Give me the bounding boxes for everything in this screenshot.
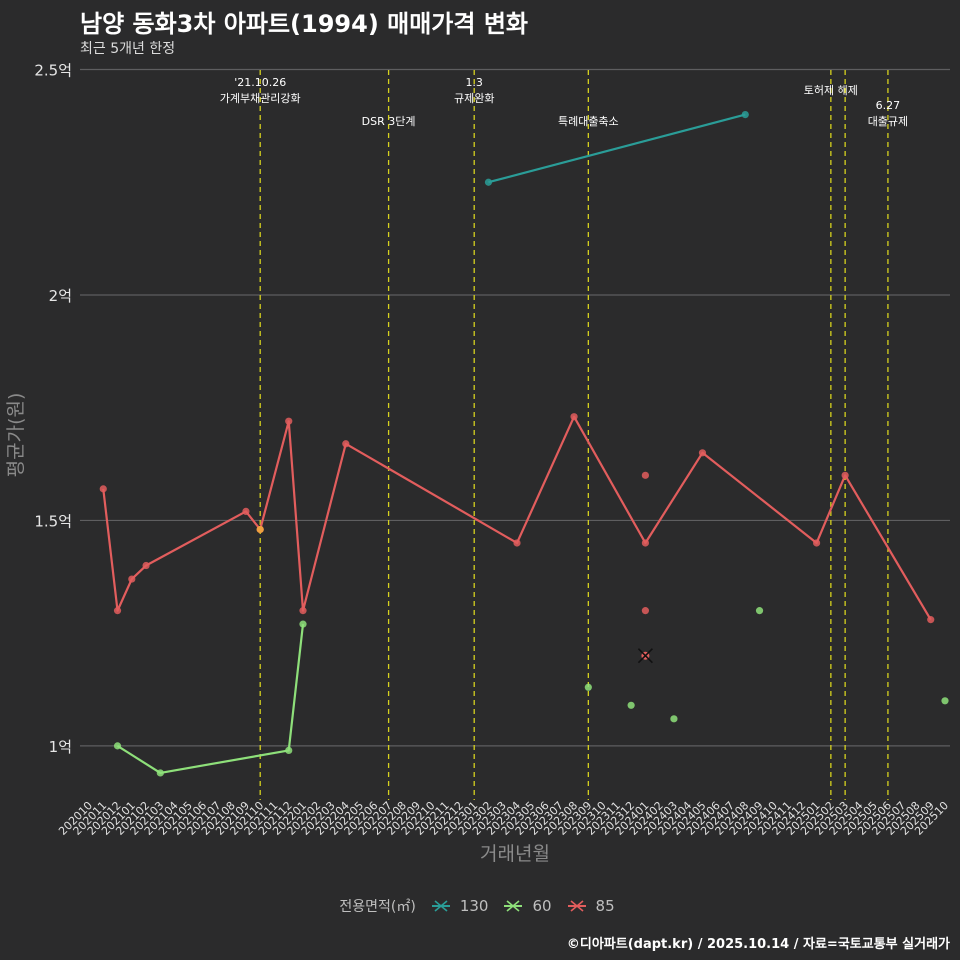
event-label: '21.10.26 가계부채관리강화 [220, 76, 301, 105]
y-axis-title: 평균가(원) [5, 393, 27, 478]
data-point-60 [285, 746, 293, 754]
data-point-60 [113, 742, 122, 750]
data-point-85 [342, 440, 350, 448]
event-label: 토허제 해제 [804, 83, 858, 97]
legend-title: 전용면적(㎡) [339, 899, 416, 915]
data-point-85 [113, 607, 122, 615]
chart-canvas: 1억1.5억2억2.5억2020102020112020122021012021… [5, 62, 951, 865]
series-line-60 [116, 624, 305, 775]
data-point-85 [641, 471, 650, 479]
data-point-85 [641, 539, 650, 547]
data-point-85 [813, 539, 821, 547]
data-point-85 [99, 485, 107, 493]
data-point-60 [755, 607, 764, 615]
data-point-60 [299, 620, 307, 628]
series-line-85 [102, 415, 932, 621]
y-tick-label: 1.5억 [34, 512, 72, 530]
data-point-85 [570, 413, 578, 421]
data-point-85 [242, 507, 250, 516]
data-point-85 [128, 575, 136, 583]
legend-key-130 [431, 900, 450, 912]
data-point-60 [670, 715, 678, 723]
legend-key-85 [567, 900, 586, 912]
legend-label-60: 60 [532, 897, 552, 915]
data-point-highlight [256, 525, 264, 534]
data-point-85 [641, 607, 650, 615]
legend-item-60[interactable]: 60 [502, 897, 552, 915]
series-line-130 [488, 113, 746, 184]
event-label: DSR 3단계 [362, 115, 416, 128]
event-label: 1.3 규제완화 [454, 76, 494, 105]
event-label: 특례대출축소 [558, 115, 619, 128]
data-point-60 [941, 697, 949, 705]
data-point-85 [142, 561, 150, 570]
legend: 전용면적(㎡) 130 60 85 [0, 896, 960, 916]
data-point-130 [741, 111, 749, 119]
chart-title: 남양 동화3차 아파트(1994) 매매가격 변화 [80, 10, 528, 38]
event-label: 6.27 대출규제 [868, 99, 908, 128]
data-point-85 [698, 449, 707, 457]
legend-label-130: 130 [459, 897, 489, 915]
y-tick-label: 2억 [49, 287, 72, 305]
legend-item-130[interactable]: 130 [430, 897, 489, 915]
y-tick-label: 1억 [49, 738, 72, 756]
data-point-130 [484, 178, 493, 186]
legend-item-85[interactable]: 85 [566, 897, 615, 915]
y-tick-label: 2.5억 [34, 62, 72, 80]
data-point-85 [513, 539, 521, 547]
data-point-60 [627, 701, 635, 709]
data-point-85 [841, 471, 849, 479]
data-point-60 [584, 683, 592, 691]
source-caption: ©디아파트(dapt.kr) / 2025.10.14 / 자료=국토교통부 실… [566, 937, 950, 952]
data-point-85 [927, 616, 935, 624]
cross-marker-stroke [637, 648, 653, 664]
chart-subtitle: 최근 5개년 한정 [80, 41, 176, 57]
data-point-85 [299, 607, 307, 615]
data-point-85 [285, 417, 293, 425]
legend-key-60 [504, 900, 523, 912]
legend-label-85: 85 [595, 897, 615, 915]
x-axis-title: 거래년월 [480, 843, 550, 865]
data-point-60 [156, 769, 164, 777]
